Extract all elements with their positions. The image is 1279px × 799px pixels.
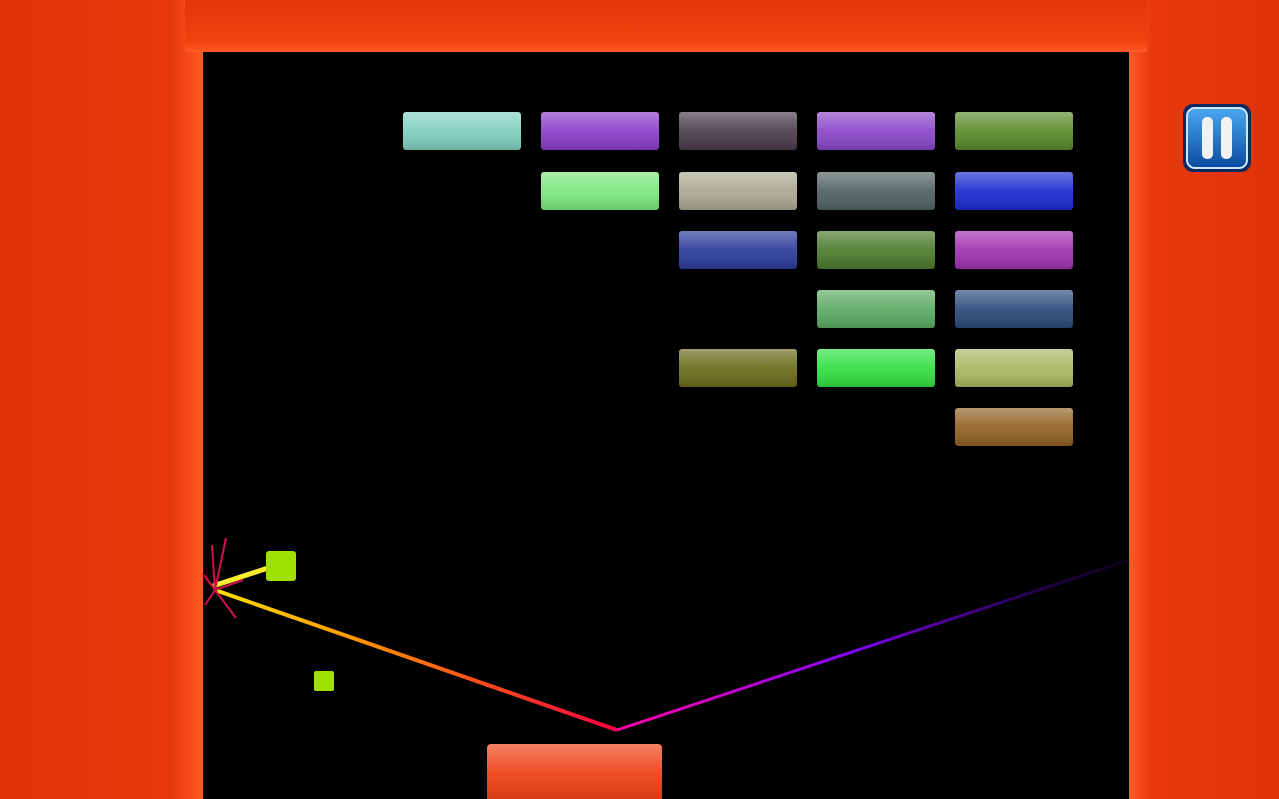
paddle-shine	[487, 744, 662, 799]
ball	[266, 551, 296, 581]
pause-bar[interactable]	[1202, 117, 1213, 159]
pause-bar[interactable]	[1221, 117, 1232, 159]
trajectory	[214, 588, 618, 732]
pause-face[interactable]	[1186, 107, 1248, 169]
pause-button[interactable]	[1183, 104, 1251, 172]
brick-shine	[403, 112, 1073, 446]
ball	[314, 671, 334, 691]
frame-left	[0, 0, 203, 799]
spark	[203, 537, 244, 619]
trajectory	[212, 565, 269, 589]
trajectory	[616, 558, 1130, 732]
frame-top	[185, 0, 1147, 52]
